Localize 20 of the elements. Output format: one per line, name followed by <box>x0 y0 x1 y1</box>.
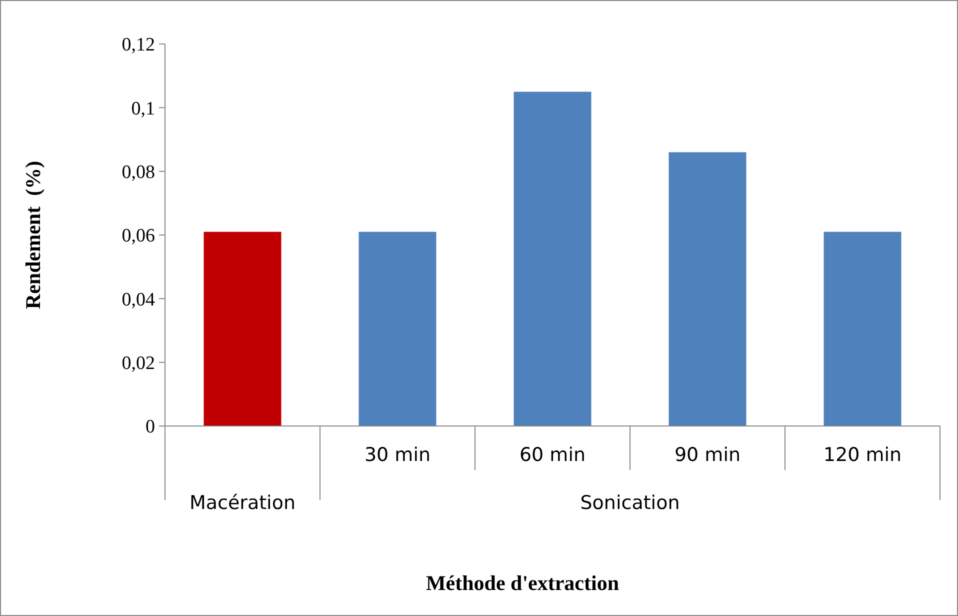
x-tick-label: 120 min <box>823 444 902 466</box>
bar <box>668 152 746 426</box>
x-tick-label: 90 min <box>674 444 741 466</box>
y-tick-label: 0,06 <box>122 226 155 247</box>
bar <box>824 232 902 426</box>
bar <box>514 92 592 426</box>
y-tick-label: 0,1 <box>131 98 155 120</box>
text: Sonication <box>580 492 680 514</box>
y-tick-label: 0,12 <box>122 34 155 56</box>
x-tick-label: 30 min <box>364 444 431 466</box>
bar <box>358 232 436 426</box>
x-tick-label: 60 min <box>519 444 586 466</box>
x-axis-title: Méthode d'extraction <box>426 571 620 595</box>
y-tick-label: 0,04 <box>122 289 156 310</box>
y-tick-label: 0,02 <box>122 352 155 374</box>
bar <box>204 232 282 426</box>
y-axis-title: Rendement (%) <box>21 160 45 310</box>
y-tick-label: 0,08 <box>122 162 155 183</box>
text: Macération <box>189 492 296 514</box>
y-tick-label: 0 <box>146 416 155 438</box>
